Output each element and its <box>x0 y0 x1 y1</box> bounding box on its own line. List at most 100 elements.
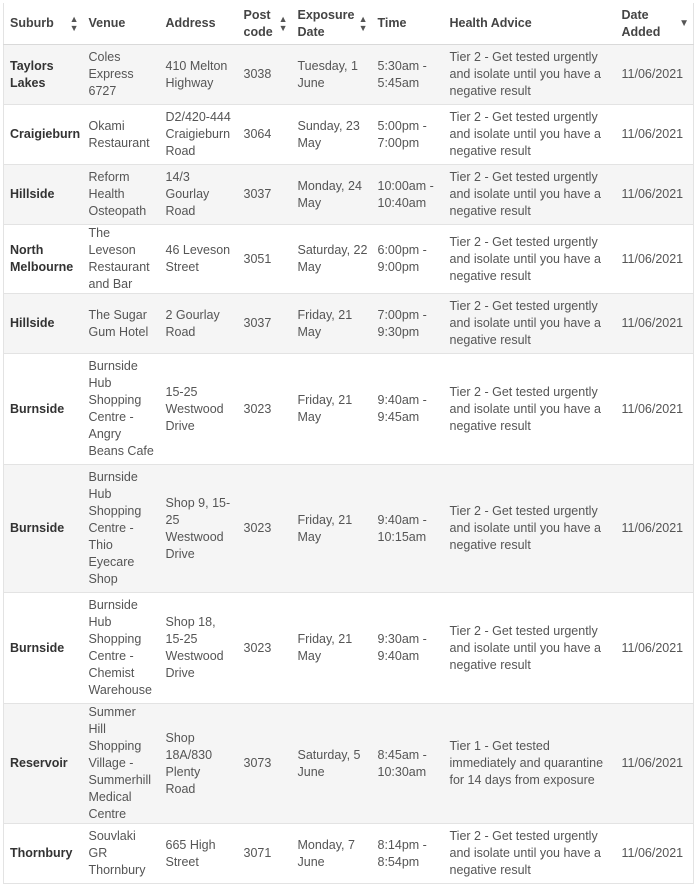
cell-venue: The Sugar Gum Hotel <box>88 307 149 339</box>
table-row: Taylors Lakes Coles Express 6727 410 Melto… <box>3 44 694 105</box>
column-header-label: Health Advice <box>449 16 532 30</box>
column-header-label: Suburb <box>10 16 54 30</box>
cell-date-added: 11/06/2021 <box>621 316 684 330</box>
table-row: North Melbourne The Leveson Restaurant an… <box>3 224 694 294</box>
cell-postcode: 3023 <box>243 521 272 535</box>
cell-venue: Reform Health Osteopath <box>88 170 147 218</box>
cell-postcode: 3037 <box>243 316 272 330</box>
cell-postcode: 3064 <box>243 127 272 141</box>
cell-postcode: 3037 <box>243 187 272 201</box>
column-header-date-added[interactable]: Date Added ▼ <box>615 3 694 45</box>
column-header-label: Address <box>165 16 216 30</box>
cell-health-advice: Tier 1 - Get tested immediately and quar… <box>449 739 604 787</box>
cell-venue: Burnside Hub Shopping Centre - Thio Eyec… <box>88 470 142 586</box>
cell-health-advice: Tier 2 - Get tested urgently and isolate… <box>449 829 602 877</box>
cell-address: D2/420-444 Craigieburn Road <box>165 110 231 158</box>
cell-date-added: 11/06/2021 <box>621 521 684 535</box>
cell-venue: Summer Hill Shopping Village - Summerhil… <box>88 705 152 821</box>
cell-address: 2 Gourlay Road <box>165 307 220 339</box>
table-row: Burnside Burnside Hub Shopping Centre - T… <box>3 464 694 593</box>
cell-health-advice: Tier 2 - Get tested urgently and isolate… <box>449 623 602 672</box>
cell-postcode: 3073 <box>243 756 272 770</box>
table-row: Reservoir Summer Hill Shopping Village - … <box>3 703 694 824</box>
cell-suburb: Thornbury <box>10 846 73 860</box>
cell-exposure-date: Friday, 21 May <box>297 512 353 544</box>
cell-date-added: 11/06/2021 <box>621 401 684 416</box>
cell-venue: Okami Restaurant <box>88 118 150 150</box>
cell-address: Shop 9, 15-25 Westwood Drive <box>165 495 231 561</box>
table-row: Hillside Reform Health Osteopath 14/3 Gour… <box>3 164 694 225</box>
cell-exposure-date: Saturday, 22 May <box>297 243 368 274</box>
cell-health-advice: Tier 2 - Get tested urgently and isolate… <box>449 504 602 552</box>
column-header-health-advice: Health Advice <box>443 3 616 45</box>
cell-suburb: Craigieburn <box>10 127 81 141</box>
cell-address: Shop 18A/830 Plenty Road <box>165 730 213 796</box>
cell-health-advice: Tier 2 - Get tested urgently and isolate… <box>449 384 602 433</box>
cell-suburb: North Melbourne <box>10 243 74 274</box>
cell-time: 5:00pm - 7:00pm <box>377 118 427 150</box>
column-header-postcode[interactable]: Post code ▲ ▼ <box>237 3 292 45</box>
table-row: Burnside Burnside Hub Shopping Centre - C… <box>3 592 694 704</box>
cell-suburb: Burnside <box>10 401 65 416</box>
sort-updown-icon[interactable]: ▲ ▼ <box>278 13 288 33</box>
cell-health-advice: Tier 2 - Get tested urgently and isolate… <box>449 110 602 158</box>
cell-exposure-date: Friday, 21 May <box>297 307 353 339</box>
cell-exposure-date: Friday, 21 May <box>297 393 353 424</box>
cell-date-added: 11/06/2021 <box>621 846 684 860</box>
exposure-sites-table: Suburb ▲ ▼ Venue Address Post code ▲ ▼ Exp… <box>3 3 694 884</box>
cell-time: 5:30am - 5:45am <box>377 58 427 90</box>
cell-address: Shop 18, 15-25 Westwood Drive <box>165 615 224 680</box>
cell-time: 8:14pm - 8:54pm <box>377 837 427 869</box>
cell-postcode: 3071 <box>243 846 272 860</box>
cell-suburb: Burnside <box>10 640 65 655</box>
column-header-label: Post code <box>243 7 273 39</box>
cell-suburb: Hillside <box>10 187 55 201</box>
cell-exposure-date: Monday, 7 June <box>297 837 355 869</box>
table-row: Hillside The Sugar Gum Hotel 2 Gourlay Roa… <box>3 293 694 354</box>
column-header-label: Exposure Date <box>297 7 355 39</box>
cell-address: 410 Melton Highway <box>165 58 228 90</box>
column-header-label: Venue <box>88 16 126 30</box>
cell-health-advice: Tier 2 - Get tested urgently and isolate… <box>449 170 602 218</box>
sort-updown-icon[interactable]: ▲ ▼ <box>69 13 79 33</box>
cell-date-added: 11/06/2021 <box>621 640 684 655</box>
cell-health-advice: Tier 2 - Get tested urgently and isolate… <box>449 50 602 98</box>
table-row: Craigieburn Okami Restaurant D2/420-444 Cr… <box>3 104 694 165</box>
cell-exposure-date: Sunday, 23 May <box>297 118 360 150</box>
cell-time: 6:00pm - 9:00pm <box>377 243 427 274</box>
table-header-row: Suburb ▲ ▼ Venue Address Post code ▲ ▼ Exp… <box>3 3 694 45</box>
column-header-time: Time <box>371 3 444 45</box>
column-header-label: Time <box>377 16 407 30</box>
cell-time: 9:30am - 9:40am <box>377 632 427 663</box>
cell-venue: Burnside Hub Shopping Centre - Chemist W… <box>88 598 152 697</box>
cell-postcode: 3023 <box>243 640 272 655</box>
sort-down-icon[interactable]: ▼ <box>679 18 689 29</box>
cell-suburb: Hillside <box>10 316 55 330</box>
column-header-exposure-date[interactable]: Exposure Date ▲ ▼ <box>291 3 372 45</box>
cell-date-added: 11/06/2021 <box>621 756 684 770</box>
cell-venue: Burnside Hub Shopping Centre - Angry Bea… <box>88 359 154 458</box>
column-header-suburb[interactable]: Suburb ▲ ▼ <box>3 3 83 45</box>
cell-address: 14/3 Gourlay Road <box>165 170 210 218</box>
cell-date-added: 11/06/2021 <box>621 67 684 81</box>
cell-time: 9:40am - 9:45am <box>377 393 427 424</box>
cell-exposure-date: Tuesday, 1 June <box>297 58 358 90</box>
cell-exposure-date: Friday, 21 May <box>297 632 353 663</box>
cell-health-advice: Tier 2 - Get tested urgently and isolate… <box>449 299 602 347</box>
cell-time: 8:45am - 10:30am <box>377 747 427 779</box>
cell-venue: Coles Express 6727 <box>88 50 134 98</box>
sort-updown-icon[interactable]: ▲ ▼ <box>358 13 368 33</box>
cell-suburb: Burnside <box>10 521 65 535</box>
cell-address: 46 Leveson Street <box>165 243 231 274</box>
cell-health-advice: Tier 2 - Get tested urgently and isolate… <box>449 234 602 283</box>
column-header-label: Date Added <box>621 7 661 39</box>
cell-date-added: 11/06/2021 <box>621 187 684 201</box>
cell-date-added: 11/06/2021 <box>621 251 684 266</box>
cell-time: 9:40am - 10:15am <box>377 512 427 544</box>
cell-suburb: Reservoir <box>10 756 68 770</box>
cell-postcode: 3038 <box>243 67 272 81</box>
cell-time: 10:00am - 10:40am <box>377 178 434 210</box>
cell-exposure-date: Monday, 24 May <box>297 178 362 210</box>
table-row: Burnside Burnside Hub Shopping Centre - A… <box>3 353 694 465</box>
cell-suburb: Taylors Lakes <box>10 58 54 90</box>
